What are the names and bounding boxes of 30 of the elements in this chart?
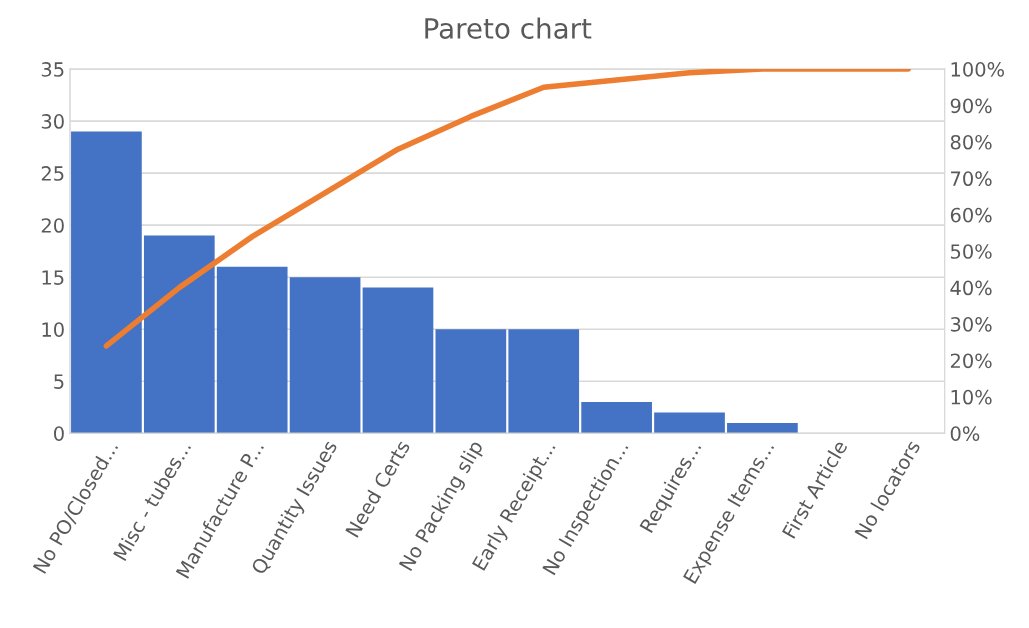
- y-tick-label: 15: [42, 270, 64, 285]
- bar: [289, 277, 361, 434]
- chart-title: Pareto chart: [425, 17, 592, 39]
- bar: [216, 266, 288, 434]
- bar: [362, 287, 434, 434]
- y2-tick-label: 80%: [950, 134, 992, 150]
- y2-tick-label: 40%: [950, 280, 992, 296]
- bar: [654, 412, 725, 434]
- bar: [727, 422, 798, 434]
- y2-tick-label: 50%: [950, 244, 992, 259]
- y-tick-label: 35: [41, 62, 64, 77]
- bar: [435, 329, 507, 434]
- y2-tick-label: 20%: [950, 353, 992, 369]
- y2-tick-label: 60%: [950, 207, 992, 223]
- bar: [508, 329, 580, 434]
- y2-tick-label: 90%: [950, 98, 992, 114]
- y2-tick-label: 0%: [950, 426, 980, 441]
- y2-tick-label: 100%: [951, 62, 1004, 77]
- y-tick-label: 30: [41, 114, 64, 129]
- bar: [581, 402, 652, 434]
- y-tick-label: 0: [54, 426, 64, 441]
- y-tick-label: 10: [42, 322, 64, 337]
- y2-tick-label: 70%: [951, 171, 992, 187]
- y-tick-label: 25: [41, 166, 64, 181]
- y-tick-label: 5: [54, 374, 64, 389]
- y2-tick-label: 10%: [951, 389, 992, 405]
- y2-tick-label: 30%: [950, 317, 992, 332]
- bar: [143, 235, 215, 434]
- bar: [71, 131, 142, 434]
- y-tick-label: 20: [41, 218, 64, 233]
